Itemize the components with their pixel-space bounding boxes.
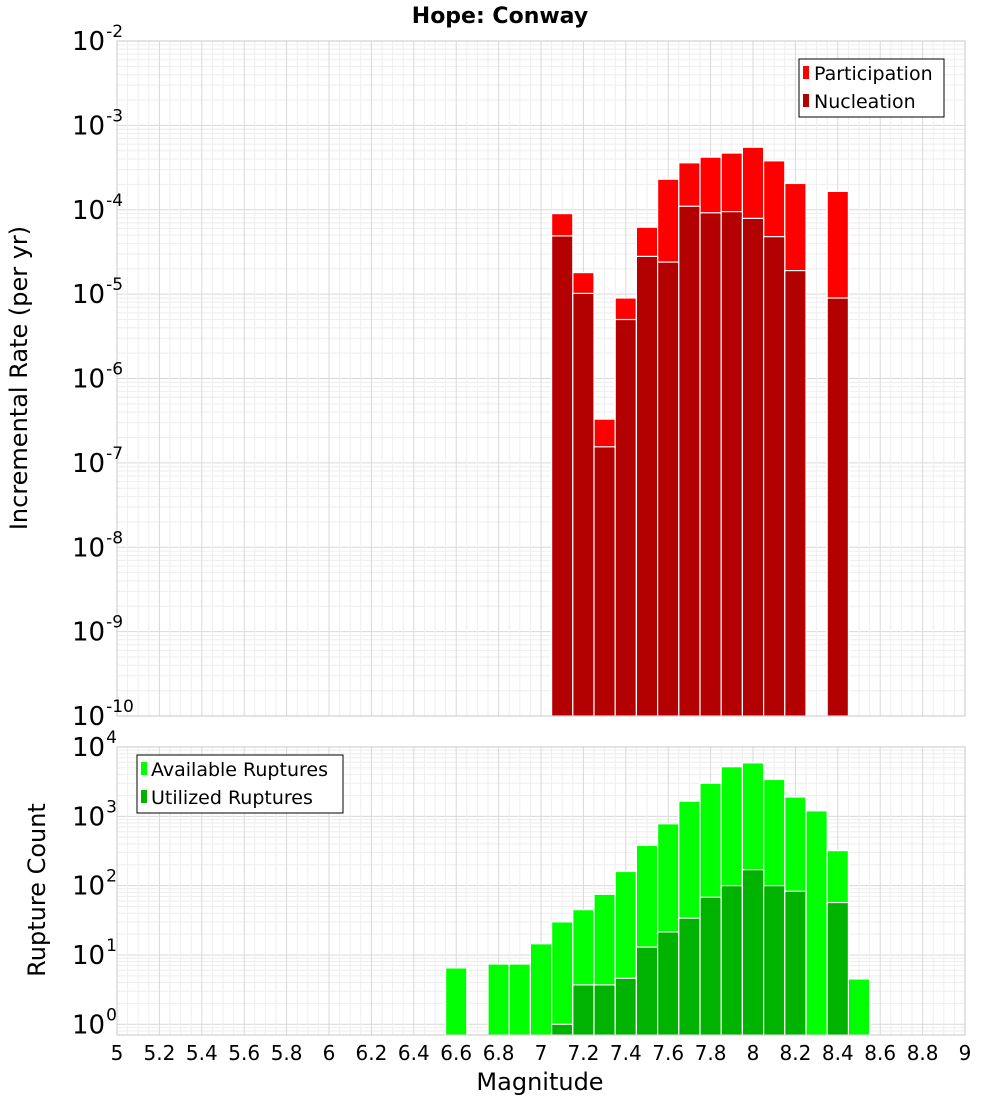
bottom-plot-frame	[116, 746, 966, 1036]
bottom-bars	[445, 762, 871, 1036]
utilized-ruptures-bar	[614, 977, 638, 1036]
available-ruptures-legend-label: Available Ruptures	[151, 759, 328, 781]
utilized-ruptures-bar	[699, 896, 722, 1036]
available-ruptures-bar	[508, 963, 532, 1036]
available-ruptures-bar	[529, 943, 553, 1036]
nucleation-bar	[784, 270, 807, 717]
available-ruptures-bar	[847, 978, 871, 1036]
top-y-tick-labels: 10-10 10-9 10-8 10-7 10-6 10-5 10-4 10-3 10-2	[72, 22, 134, 732]
nucleation-bar	[720, 211, 744, 717]
available-ruptures-bar	[445, 967, 468, 1036]
utilized-ruptures-bar	[678, 917, 701, 1036]
x-tick-label: 6	[323, 1041, 336, 1065]
nucleation-bar	[614, 318, 638, 717]
y-tick-label: 10-5	[72, 275, 123, 310]
x-tick-label: 7	[535, 1041, 548, 1065]
available-ruptures-bar	[487, 963, 510, 1036]
x-tick-label: 5.2	[143, 1041, 175, 1065]
utilized-ruptures-bar	[784, 890, 807, 1036]
x-tick-label: 9	[959, 1041, 972, 1065]
top-legend-box	[798, 58, 945, 118]
nucleation-bar	[699, 212, 722, 717]
x-tick-label: 6.6	[440, 1041, 472, 1065]
top-legend: Participation Nucleation	[798, 58, 945, 118]
utilized-ruptures-bar	[550, 1023, 574, 1036]
utilized-ruptures-bar	[762, 885, 786, 1036]
x-tick-label: 6.4	[398, 1041, 430, 1065]
nucleation-bar	[635, 255, 659, 717]
x-tick-label: 7.4	[610, 1041, 642, 1065]
utilized-ruptures-bar	[741, 869, 765, 1036]
x-tick-label: 7.8	[695, 1041, 727, 1065]
y-tick-label: 103	[72, 797, 117, 832]
y-tick-label: 10-10	[72, 697, 134, 732]
participation-legend-swatch	[803, 66, 809, 79]
nucleation-legend-label: Nucleation	[814, 91, 916, 113]
utilized-ruptures-bar	[720, 885, 744, 1036]
y-tick-label: 10-7	[72, 444, 123, 479]
utilized-ruptures-bar	[572, 984, 595, 1036]
x-tick-label: 5.6	[228, 1041, 260, 1065]
nucleation-bar	[741, 217, 765, 717]
x-tick-label: 8.6	[864, 1041, 896, 1065]
bottom-legend-box	[136, 754, 344, 814]
x-tick-label: 5.8	[271, 1041, 303, 1065]
nucleation-bar	[826, 297, 850, 717]
bottom-y-axis-title: Rupture Count	[23, 803, 51, 977]
x-tick-label: 8	[747, 1041, 760, 1065]
bottom-legend: Available Ruptures Utilized Ruptures	[136, 754, 344, 814]
utilized-ruptures-legend-label: Utilized Ruptures	[151, 787, 313, 809]
y-tick-label: 104	[72, 728, 117, 763]
utilized-ruptures-legend-swatch	[141, 790, 147, 803]
y-tick-label: 10-3	[72, 106, 123, 141]
participation-legend-label: Participation	[814, 63, 933, 85]
nucleation-bar	[550, 235, 574, 717]
y-tick-label: 10-9	[72, 613, 123, 648]
utilized-ruptures-bar	[826, 901, 850, 1036]
nucleation-legend-swatch	[803, 94, 809, 107]
x-tick-label: 5.4	[186, 1041, 218, 1065]
y-tick-label: 101	[72, 936, 117, 971]
x-tick-label: 5	[111, 1041, 124, 1065]
x-tick-label: 7.2	[567, 1041, 599, 1065]
nucleation-bar	[593, 446, 616, 717]
x-tick-label: 8.4	[822, 1041, 854, 1065]
utilized-ruptures-bar	[656, 931, 680, 1036]
top-y-axis-title: Incremental Rate (per yr)	[5, 226, 33, 530]
y-tick-label: 10-2	[72, 22, 123, 57]
bottom-y-tick-labels: 100 101 102 103 104	[72, 728, 117, 1040]
x-tick-label: 6.8	[483, 1041, 515, 1065]
x-tick-labels: 5 5.2 5.4 5.6 5.8 6 6.2 6.4 6.6 6.8 7 7.2 7.4 7.6 7.8 8…	[111, 1041, 972, 1065]
x-tick-label: 8.2	[779, 1041, 811, 1065]
y-tick-label: 10-8	[72, 528, 123, 563]
nucleation-bar	[762, 236, 786, 717]
nucleation-bar	[656, 261, 680, 717]
y-tick-label: 10-4	[72, 191, 123, 226]
x-axis-title: Magnitude	[476, 1068, 603, 1096]
x-tick-label: 8.8	[907, 1041, 939, 1065]
available-ruptures-legend-swatch	[141, 762, 147, 775]
nucleation-bar	[678, 205, 701, 717]
y-tick-label: 10-6	[72, 360, 123, 395]
y-tick-label: 102	[72, 867, 117, 902]
y-tick-label: 100	[72, 1005, 117, 1040]
top-bars	[550, 146, 850, 717]
utilized-ruptures-bar	[593, 984, 616, 1036]
utilized-ruptures-bar	[635, 946, 659, 1036]
x-tick-label: 6.2	[355, 1041, 387, 1065]
nucleation-bar	[572, 292, 595, 717]
available-ruptures-bar	[550, 921, 574, 1036]
available-ruptures-bar	[805, 810, 828, 1036]
chart-title: Hope: Conway	[412, 4, 588, 29]
x-tick-label: 7.6	[652, 1041, 684, 1065]
top-plot-frame	[116, 40, 966, 717]
